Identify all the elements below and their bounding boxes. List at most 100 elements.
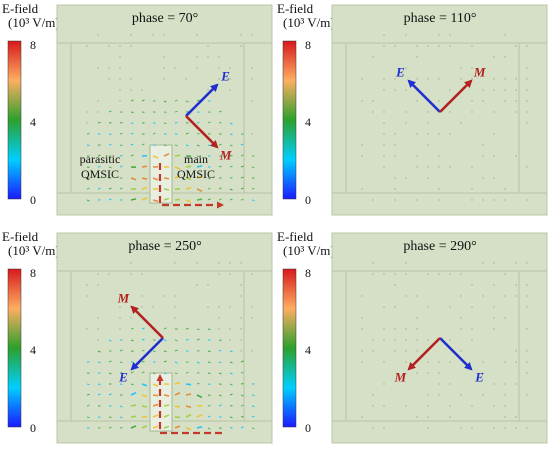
field-vector	[438, 199, 440, 201]
field-vector	[493, 328, 495, 330]
field-vector	[504, 89, 506, 91]
field-vector	[427, 339, 429, 341]
field-vector	[240, 284, 242, 286]
current-path	[158, 163, 224, 209]
field-vector	[361, 295, 363, 297]
field-vector	[504, 405, 506, 407]
field-vector	[383, 166, 385, 168]
field-vector	[372, 56, 374, 58]
field-vector	[438, 383, 440, 385]
field-vector	[130, 99, 134, 102]
field-vector	[119, 78, 121, 80]
field-vectors	[361, 34, 528, 201]
field-vector	[251, 317, 253, 319]
field-vector	[130, 339, 134, 342]
field-vector	[394, 188, 396, 190]
field-vector	[97, 111, 99, 113]
field-vector	[196, 198, 203, 201]
field-vector	[416, 328, 418, 330]
field-vector	[196, 175, 203, 179]
field-vector	[229, 198, 233, 201]
field-vector	[383, 427, 385, 429]
field-vector	[174, 262, 176, 264]
m-vector-arrow	[185, 115, 219, 149]
field-vector	[207, 187, 211, 190]
field-vector	[471, 78, 473, 80]
field-vector	[482, 372, 484, 374]
field-vector	[130, 132, 134, 135]
e-vector-arrow	[439, 337, 473, 371]
colorbar-title: E-field	[277, 1, 314, 16]
field-vector	[240, 154, 244, 157]
field-vector	[218, 361, 222, 364]
field-vector	[174, 317, 176, 319]
field-vector	[504, 188, 506, 190]
colorbar-gradient	[7, 40, 22, 200]
field-vector	[185, 427, 192, 431]
field-vector	[405, 111, 407, 113]
e-vector-label: E	[220, 68, 230, 83]
field-vector	[416, 56, 418, 58]
field-vector	[405, 34, 407, 36]
phase-label: phase = 290°	[403, 239, 476, 254]
field-vector	[119, 361, 123, 364]
field-vector	[427, 111, 429, 113]
field-vector	[438, 166, 440, 168]
field-vector	[240, 394, 244, 397]
field-vector	[86, 199, 90, 202]
field-vector	[86, 284, 88, 286]
field-vector	[405, 273, 407, 275]
field-vector	[229, 306, 231, 308]
field-vector	[240, 295, 242, 297]
colorbar-tick: 8	[305, 38, 311, 52]
field-vector	[185, 177, 192, 180]
field-vector	[185, 338, 189, 341]
field-vector	[504, 317, 506, 319]
field-vector	[493, 317, 495, 319]
field-vector	[383, 155, 385, 157]
field-vector	[130, 371, 134, 374]
panel-3: E-field(10³ V/m) 8 4 0 phase = 250° E M	[2, 229, 273, 444]
field-vector	[141, 177, 148, 180]
field-vector	[361, 416, 363, 418]
field-vector	[152, 383, 159, 387]
colorbar-tick: 8	[30, 38, 36, 52]
m-vector-arrow	[439, 79, 473, 113]
field-vector	[207, 121, 211, 124]
field-vector	[163, 67, 165, 69]
field-vector	[493, 155, 495, 157]
field-vector	[471, 166, 473, 168]
e-vector-arrow	[407, 79, 441, 113]
colorbar-tick: 0	[30, 193, 36, 207]
field-vector	[251, 306, 253, 308]
field-vector	[141, 143, 145, 146]
field-vector	[119, 416, 123, 419]
field-vector	[163, 34, 165, 36]
field-vector	[460, 122, 462, 124]
field-vector	[218, 56, 220, 58]
field-vector	[526, 122, 528, 124]
field-vector	[460, 394, 462, 396]
field-vector	[515, 416, 517, 418]
field-vector	[196, 338, 200, 341]
field-vector	[229, 133, 233, 136]
field-vector	[196, 56, 198, 58]
field-vector	[394, 155, 396, 157]
field-vector	[515, 262, 517, 264]
field-vector	[493, 133, 495, 135]
field-vector	[207, 45, 209, 47]
field-vector	[471, 405, 473, 407]
field-vector	[405, 350, 407, 352]
field-vector	[240, 317, 242, 319]
field-vector	[174, 381, 181, 385]
field-vector	[394, 199, 396, 201]
field-vector	[394, 306, 396, 308]
field-vector	[438, 361, 440, 363]
field-vector	[141, 306, 143, 308]
field-vector	[493, 78, 495, 80]
field-vector	[97, 350, 101, 353]
field-vector	[460, 295, 462, 297]
field-vector	[185, 383, 192, 386]
field-vector	[504, 427, 506, 429]
